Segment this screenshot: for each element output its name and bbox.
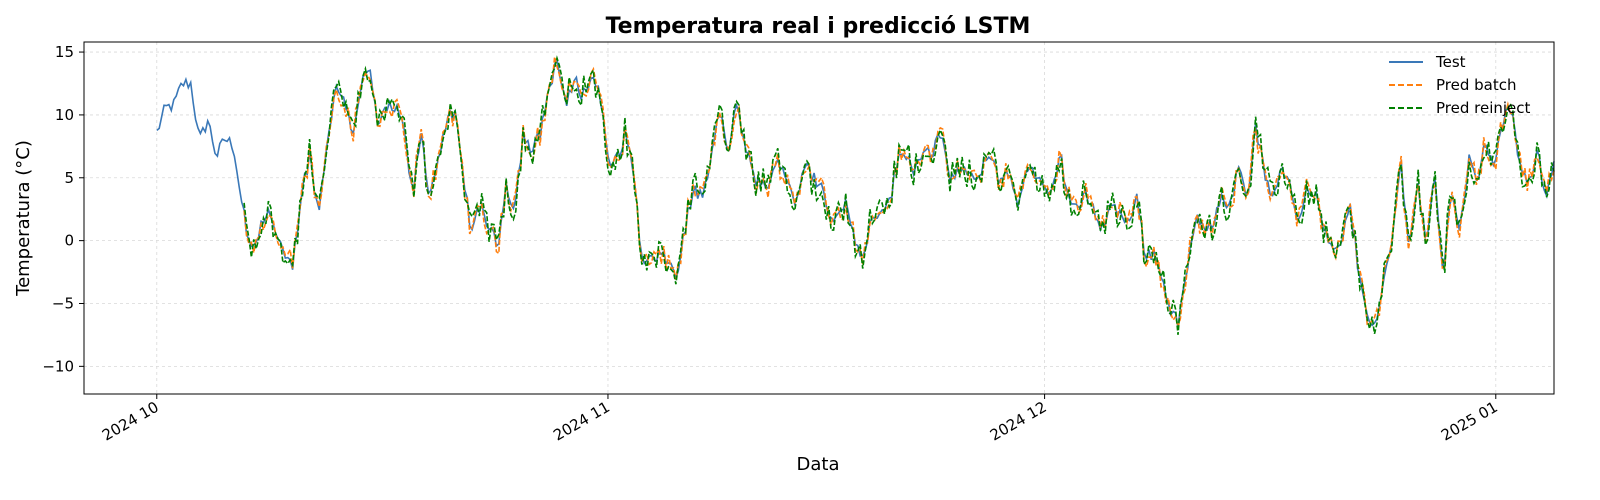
- x-tick-label: 2024 12: [987, 398, 1050, 445]
- x-tick-label: 2024 10: [99, 398, 162, 445]
- y-axis-label: Temperatura (°C): [13, 140, 34, 297]
- y-tick-label: 0: [64, 232, 74, 250]
- plot-frame: [83, 41, 1555, 395]
- legend-label-pred-batch: Pred batch: [1436, 76, 1517, 94]
- grid: [84, 42, 1554, 394]
- y-axis-ticks: −10 −5 0 5 10 15: [42, 43, 84, 375]
- x-tick-label: 2025 01: [1438, 398, 1501, 445]
- y-tick-label: 5: [64, 169, 74, 187]
- y-tick-label: −5: [52, 294, 74, 312]
- series-lines: [156, 55, 1555, 335]
- x-axis-label: Data: [797, 454, 840, 475]
- x-axis-ticks: 2024 10 2024 11 2024 12 2025 01: [99, 394, 1501, 444]
- series-pred-reinject-line: [243, 55, 1555, 335]
- chart-title: Temperatura real i predicció LSTM: [606, 14, 1031, 39]
- legend-label-test: Test: [1435, 53, 1466, 71]
- x-tick-label: 2024 11: [550, 398, 613, 445]
- series-pred-batch-line: [243, 56, 1555, 328]
- legend: Test Pred batch Pred reinject: [1389, 53, 1531, 117]
- y-tick-label: 15: [55, 43, 74, 61]
- series-test-line: [156, 56, 1555, 328]
- y-tick-label: −10: [42, 357, 74, 375]
- y-tick-label: 10: [55, 106, 74, 124]
- legend-label-pred-reinject: Pred reinject: [1436, 99, 1531, 117]
